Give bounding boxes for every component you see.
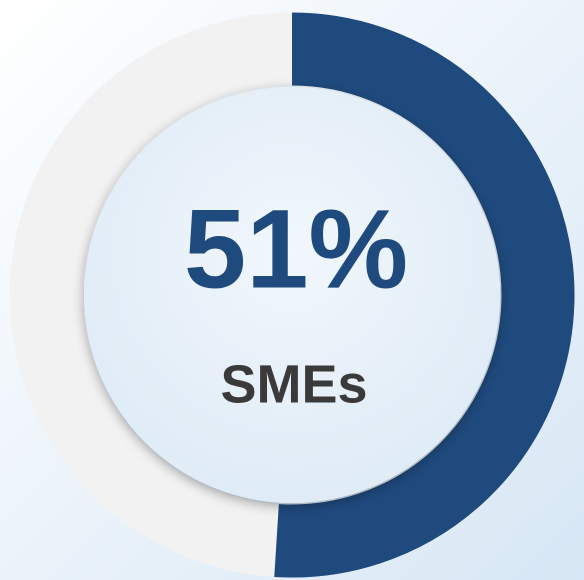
donut-arc	[274, 12, 575, 578]
inner-circle	[84, 87, 500, 503]
value-label: 51%	[184, 187, 408, 312]
center-label: SMEs	[220, 354, 367, 414]
